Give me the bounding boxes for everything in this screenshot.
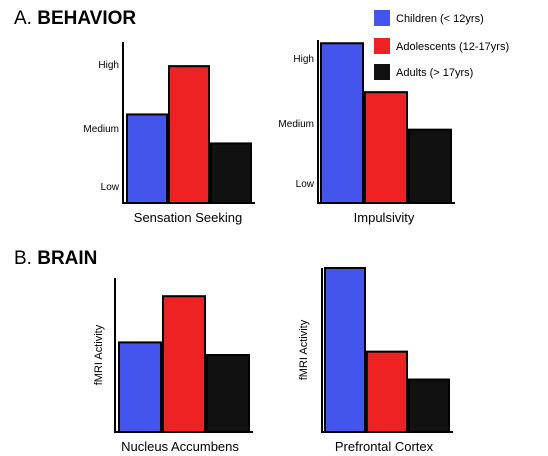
bar-nucleus-accumbens-adolescents — [162, 295, 206, 434]
y-axis-label-nucleus-accumbens: fMRI Activity — [93, 324, 105, 385]
tick-label-impulsivity-high: High — [293, 54, 314, 65]
tick-label-impulsivity-low: Low — [296, 179, 315, 190]
axis-impulsivity — [317, 40, 455, 204]
bar-nucleus-accumbens-adults — [206, 354, 250, 433]
chart-prefrontal-cortex: fMRI Activity Prefrontal Cortex — [298, 267, 453, 454]
charts: High Medium Low Sensation Seeking High Medium… — [83, 40, 455, 454]
legend-label-adults: Adults (> 17yrs) — [396, 67, 473, 79]
bar-prefrontal-cortex-adolescents — [366, 350, 408, 434]
chart-title-nucleus-accumbens: Nucleus Accumbens — [121, 439, 239, 454]
tick-label-sensation-seeking-high: High — [98, 60, 119, 71]
legend-swatch-adolescents — [374, 38, 390, 54]
section-b-title: B. BRAIN — [14, 248, 97, 269]
axis-prefrontal-cortex — [321, 268, 453, 433]
bar-nucleus-accumbens-children — [118, 341, 162, 433]
chart-title-impulsivity: Impulsivity — [354, 210, 415, 225]
bar-sensation-seeking-adults — [210, 142, 252, 204]
section-a-title: A. BEHAVIOR — [14, 8, 136, 29]
axis-sensation-seeking — [122, 42, 255, 204]
bar-sensation-seeking-adolescents — [168, 65, 210, 205]
bar-sensation-seeking-children — [126, 113, 168, 204]
bar-prefrontal-cortex-children — [324, 267, 366, 433]
chart-impulsivity: High Medium Low Impulsivity — [278, 40, 455, 225]
legend-label-children: Children (< 12yrs) — [396, 13, 484, 25]
tick-label-impulsivity-medium: Medium — [278, 119, 314, 130]
legend-swatch-children — [374, 10, 390, 26]
bar-impulsivity-adolescents — [364, 91, 408, 204]
legend-swatch-adults — [374, 64, 390, 80]
axis-nucleus-accumbens — [114, 278, 253, 433]
tick-label-sensation-seeking-medium: Medium — [83, 124, 119, 135]
tick-label-sensation-seeking-low: Low — [101, 182, 120, 193]
bar-impulsivity-adults — [408, 128, 452, 204]
chart-title-prefrontal-cortex: Prefrontal Cortex — [335, 439, 434, 454]
legend-label-adolescents: Adolescents (12-17yrs) — [396, 41, 509, 53]
y-axis-label-prefrontal-cortex: fMRI Activity — [298, 319, 310, 380]
legend: Children (< 12yrs) Adolescents (12-17yrs… — [374, 10, 509, 80]
chart-nucleus-accumbens: fMRI Activity Nucleus Accumbens — [93, 278, 253, 454]
bar-impulsivity-children — [320, 42, 364, 205]
chart-sensation-seeking: High Medium Low Sensation Seeking — [83, 42, 255, 225]
bar-prefrontal-cortex-adults — [408, 378, 450, 433]
chart-title-sensation-seeking: Sensation Seeking — [134, 210, 242, 225]
